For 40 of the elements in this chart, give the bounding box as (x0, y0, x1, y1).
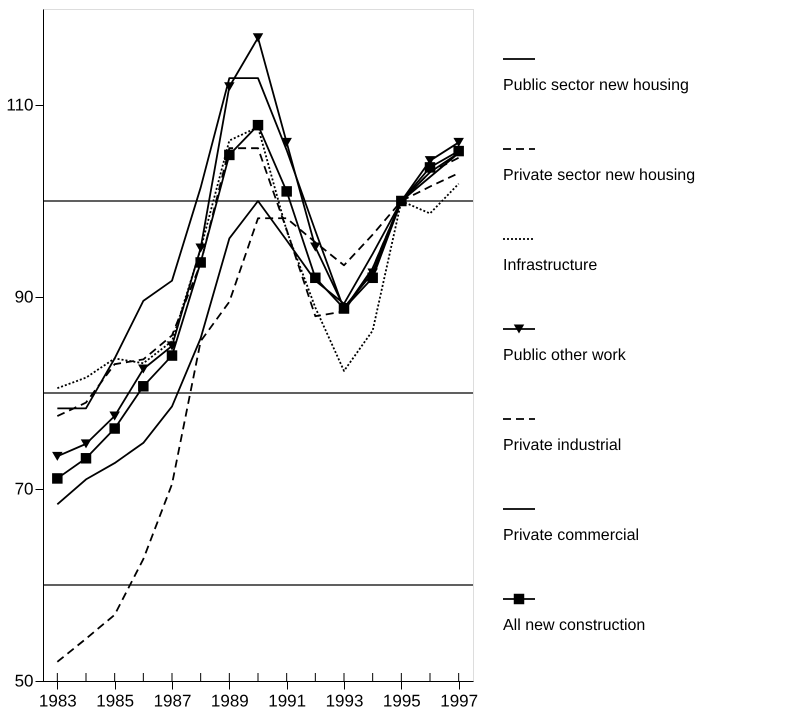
x-tick-label: 1987 (154, 692, 192, 710)
point (138, 381, 149, 392)
point (310, 272, 321, 284)
legend-label: Infrastructure (503, 257, 598, 274)
point (310, 242, 321, 252)
x-tick-label: 1983 (38, 692, 77, 710)
point (52, 452, 63, 461)
y-tick-label: 110 (6, 96, 34, 114)
point (80, 439, 92, 448)
point (166, 350, 178, 361)
point (224, 150, 235, 160)
y-tick-label: 70 (14, 480, 34, 498)
legend-label: Private industrial (503, 437, 622, 454)
point (109, 412, 120, 421)
point (52, 473, 63, 484)
point (367, 272, 378, 284)
point (195, 257, 206, 268)
point (195, 244, 206, 253)
legend-label: Public other work (503, 347, 627, 364)
x-tick-label: 1993 (326, 692, 364, 710)
legend-label: Private sector new housing (503, 167, 696, 184)
x-tick-label: 1997 (440, 692, 478, 710)
point (80, 453, 92, 464)
x-tick-label: 1989 (210, 692, 249, 710)
point (453, 138, 464, 147)
x-tick-label: 1985 (96, 692, 134, 710)
point (281, 186, 292, 197)
legend-label: Private commercial (503, 527, 640, 544)
legend-label: Public sector new housing (503, 77, 689, 94)
y-tick-label: 90 (14, 288, 34, 306)
point (109, 423, 120, 434)
x-tick-label: 1995 (382, 692, 421, 710)
x-tick-label: 1991 (268, 692, 306, 710)
point (424, 162, 436, 173)
point (138, 364, 149, 374)
y-tick-label: 50 (14, 672, 34, 690)
point (453, 146, 464, 156)
legend-label: All new construction (503, 617, 646, 634)
point (252, 33, 264, 42)
point (252, 120, 264, 130)
